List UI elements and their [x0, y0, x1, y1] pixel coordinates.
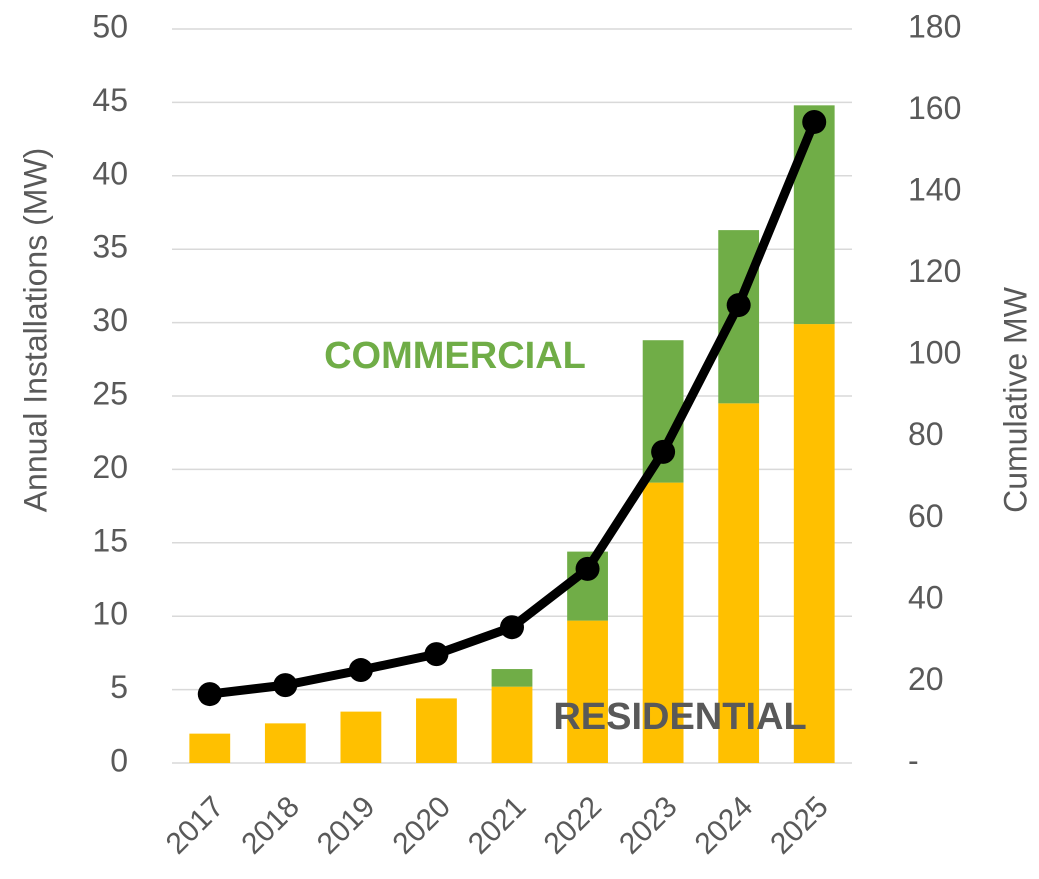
x-tick-label: 2022	[538, 790, 609, 861]
bar	[793, 105, 835, 325]
y-tick-label: 45	[92, 82, 128, 118]
line-marker	[575, 556, 600, 581]
line-marker	[424, 642, 449, 667]
y2-axis-label: Cumulative MW	[997, 286, 1033, 513]
y2-tick-label: 100	[908, 335, 961, 371]
bar	[491, 686, 533, 763]
bar	[340, 711, 382, 763]
y-axis-label: Annual Installations (MW)	[17, 148, 53, 513]
line-marker	[348, 658, 373, 683]
y-tick-label: 40	[92, 155, 128, 191]
y2-tick-label: 160	[908, 90, 961, 126]
bar	[567, 620, 608, 763]
bar	[718, 403, 760, 763]
y-tick-label: 50	[92, 8, 128, 44]
y-tick-label: 20	[92, 449, 128, 485]
y2-tick-label: 120	[908, 253, 961, 289]
line-marker	[651, 439, 676, 464]
x-tick-label: 2024	[689, 790, 760, 861]
bar	[416, 698, 457, 763]
line-marker	[726, 293, 751, 318]
y2-tick-label: 180	[908, 8, 961, 44]
line-marker	[273, 673, 298, 698]
y-tick-label: 25	[92, 375, 128, 411]
x-tick-label: 2020	[386, 790, 457, 861]
y-tick-label: 10	[92, 596, 128, 632]
x-tick-label: 2018	[235, 790, 306, 861]
line-marker	[197, 682, 222, 707]
bar	[491, 669, 533, 687]
x-tick-label: 2023	[613, 790, 684, 861]
y2-tick-label: 60	[908, 498, 944, 534]
y2-tick-label: 140	[908, 172, 961, 208]
bar	[793, 324, 835, 763]
bar	[642, 482, 684, 763]
series-label: RESIDENTIAL	[553, 696, 806, 738]
y-tick-label: 35	[92, 229, 128, 265]
x-tick-label: 2021	[462, 790, 533, 861]
bar	[264, 723, 306, 763]
y2-tick-label: 40	[908, 579, 944, 615]
series-label: COMMERCIAL	[324, 335, 586, 377]
y-tick-label: 15	[92, 522, 128, 558]
line-marker	[500, 615, 524, 640]
y-tick-label: 0	[110, 742, 128, 778]
y2-tick-label: -	[908, 742, 919, 778]
y-tick-label: 30	[92, 302, 128, 338]
y2-tick-label: 80	[908, 416, 944, 452]
line-marker	[802, 109, 827, 134]
bar	[189, 733, 231, 763]
x-tick-label: 2019	[311, 790, 382, 861]
y2-tick-label: 20	[908, 661, 944, 697]
x-tick-label: 2017	[160, 790, 231, 861]
y-tick-label: 5	[110, 669, 128, 705]
x-tick-label: 2025	[764, 790, 835, 861]
